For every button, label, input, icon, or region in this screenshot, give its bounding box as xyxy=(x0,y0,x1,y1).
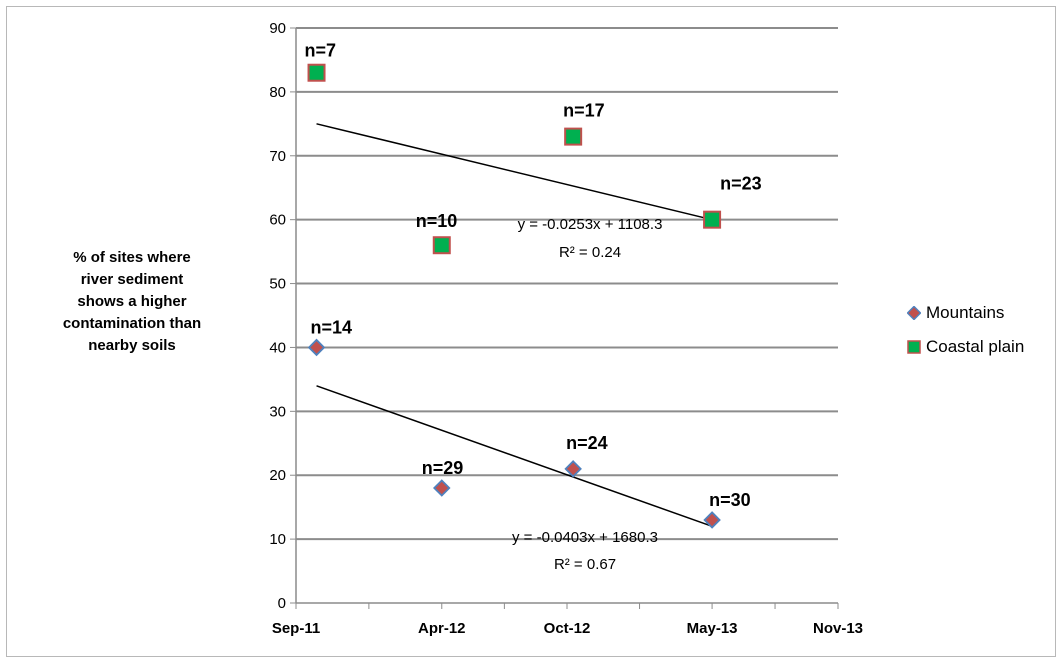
data-point-mountains xyxy=(703,511,721,529)
data-point-coastal-plain xyxy=(307,63,326,82)
x-tick-label: Apr-12 xyxy=(418,620,466,637)
data-point-coastal-plain xyxy=(564,127,583,146)
trendline-equation: y = -0.0253x + 1108.3 xyxy=(518,216,663,233)
trendline-r-squared: R² = 0.24 xyxy=(559,244,621,261)
data-point-coastal-plain xyxy=(703,210,722,229)
y-tick-label: 50 xyxy=(269,276,286,293)
y-axis-label-line: contamination than xyxy=(62,315,202,332)
y-tick-label: 20 xyxy=(269,467,286,484)
y-tick-label: 0 xyxy=(278,595,286,612)
y-tick-label: 70 xyxy=(269,148,286,165)
x-tick-label: Oct-12 xyxy=(544,620,591,637)
chart-frame xyxy=(6,6,1056,657)
data-label: n=29 xyxy=(422,458,464,478)
square-marker-icon xyxy=(906,340,922,354)
data-label: n=10 xyxy=(416,211,458,231)
trendline-r-squared: R² = 0.67 xyxy=(554,556,616,573)
data-label: n=14 xyxy=(311,317,353,337)
legend: Mountains Coastal plain xyxy=(906,296,1024,364)
y-tick-label: 40 xyxy=(269,339,286,356)
trendline-equation: y = -0.0403x + 1680.3 xyxy=(512,529,658,546)
y-tick-label: 90 xyxy=(269,20,286,37)
y-tick-label: 30 xyxy=(269,403,286,420)
data-point-mountains xyxy=(307,338,326,357)
data-point-coastal-plain xyxy=(432,236,451,255)
data-label: n=24 xyxy=(566,433,608,453)
y-axis-label-line: shows a higher xyxy=(77,293,187,310)
y-tick-label: 10 xyxy=(269,531,286,548)
y-axis-label: % of sites where river sediment shows a … xyxy=(18,247,246,357)
legend-label-coastal-plain: Coastal plain xyxy=(926,337,1025,356)
x-tick-label: May-13 xyxy=(687,620,738,637)
y-axis-label-line: nearby soils xyxy=(88,337,176,354)
data-point-mountains xyxy=(432,479,451,497)
trendline-coastal-plain xyxy=(316,123,713,221)
data-label: n=23 xyxy=(720,174,762,194)
diamond-marker-icon xyxy=(906,306,922,320)
legend-item-coastal-plain: Coastal plain xyxy=(906,330,1024,364)
legend-label-mountains: Mountains xyxy=(926,303,1005,322)
x-tick-label: Sep-11 xyxy=(272,620,320,637)
y-tick-label: 60 xyxy=(269,212,286,229)
data-label: n=30 xyxy=(709,490,751,510)
data-point-mountains xyxy=(564,460,582,478)
data-label: n=7 xyxy=(305,41,337,61)
trendline-mountains xyxy=(316,385,713,528)
data-label: n=17 xyxy=(563,101,605,121)
legend-item-mountains: Mountains xyxy=(906,296,1024,330)
y-tick-label: 80 xyxy=(269,84,286,101)
y-axis-label-line: % of sites where xyxy=(73,249,191,266)
y-axis-label-line: river sediment xyxy=(80,271,184,288)
x-tick-label: Nov-13 xyxy=(813,620,863,637)
